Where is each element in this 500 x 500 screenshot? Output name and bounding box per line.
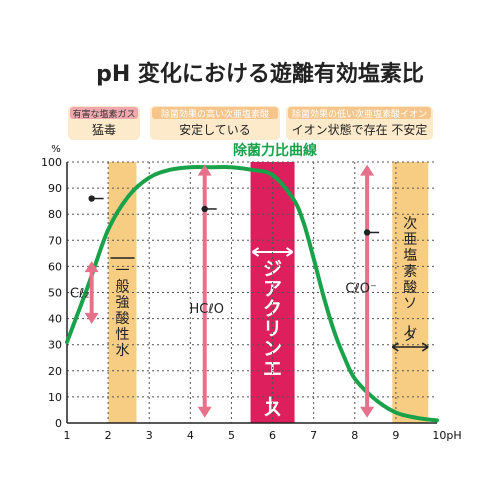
note-body-text: 猛毒 [92, 123, 116, 137]
band-label: 次亜塩素酸ソーダ [399, 216, 417, 344]
band-label: 一般強酸性水 [116, 263, 130, 359]
y-tick-label: 60 [48, 260, 62, 273]
note-head-band [70, 107, 138, 119]
species-label: Cℓ₂ [70, 287, 90, 302]
x-tick-label: 3 [146, 429, 153, 442]
y-unit: % [51, 144, 61, 155]
y-tick-label: 90 [48, 182, 62, 195]
y-tick-label: 100 [41, 156, 62, 169]
y-tick-label: 10 [48, 391, 62, 404]
y-tick-label: 20 [48, 365, 62, 378]
species-arrow-head-down [197, 406, 212, 418]
series-layer [65, 165, 439, 423]
x-tick-label: 6 [269, 429, 276, 442]
series-line-1 [65, 165, 439, 423]
band-range-arrow [391, 342, 429, 352]
species-dot [201, 205, 208, 213]
species-arrow-head-up [197, 164, 212, 176]
y-tick-label: 80 [48, 208, 62, 221]
y-tick-label: 40 [48, 313, 62, 326]
x-tick-label: 8 [351, 429, 358, 442]
series-name-label: 除菌力比曲線 [233, 142, 317, 159]
note-head-text: 除菌効果の高い次亜塩素酸 [161, 108, 269, 120]
y-tick-label: 70 [48, 234, 62, 247]
tick-labels: 0 10 20 30 40 50 60 70 80 90 100 1 2 3 4 5 6 7 8 9 10pH [41, 156, 462, 442]
x-tick-label: 10pH [432, 429, 461, 442]
y-tick-label: 50 [48, 287, 62, 300]
x-tick-label: 5 [228, 429, 235, 442]
x-tick-label: 9 [392, 429, 399, 442]
species-markers: Cℓ₂ HCℓO CℓO⁻ [70, 164, 380, 418]
note-head-text: 除菌効果の低い次亜塩素酸イオン [292, 108, 427, 120]
note-body-text: 安定している [179, 122, 251, 137]
x-tick-label: 1 [64, 429, 71, 442]
species-dot [363, 229, 371, 236]
chart-title: pH 変化における遊離有効塩素比 [96, 61, 424, 87]
species-2: HCℓO [189, 164, 224, 418]
species-3: CℓO⁻ [345, 164, 380, 418]
y-tick-label: 30 [48, 339, 62, 352]
species-label: CℓO⁻ [345, 281, 377, 296]
species-label: HCℓO [189, 302, 223, 317]
species-dot [88, 195, 95, 202]
annotation-boxes: 有害な塩素ガス猛毒除菌効果の高い次亜塩素酸安定している除菌効果の低い次亜塩素酸イ… [68, 106, 433, 140]
note-head-band [288, 107, 431, 119]
species-arrow-head-up [84, 261, 99, 273]
species-1: Cℓ₂ [70, 195, 104, 324]
species-arrow-head-up [360, 164, 375, 176]
x-tick-label: 2 [105, 429, 112, 442]
note-body-text: イオン状態で存在 不安定 [292, 122, 428, 137]
grid [67, 161, 437, 423]
x-tick-label: 4 [187, 429, 194, 442]
note-head-band [152, 107, 278, 119]
axes [66, 162, 437, 424]
x-tick-label: 7 [310, 429, 317, 442]
y-tick-label: 0 [55, 417, 62, 430]
species-arrow-head-down [84, 312, 99, 324]
note-head-text: 有害な塩素ガス [72, 108, 135, 120]
species-arrow-head-down [360, 406, 375, 418]
